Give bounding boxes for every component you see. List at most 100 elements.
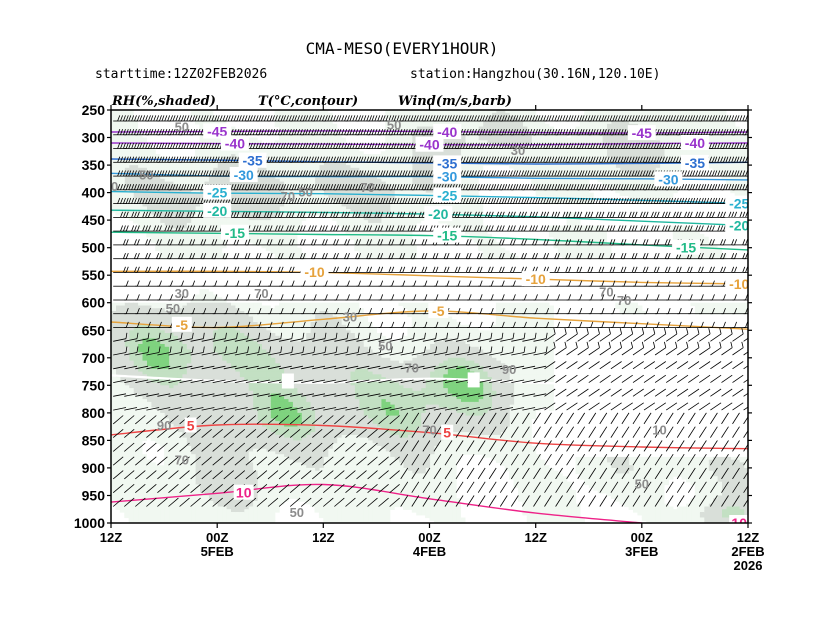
rh-cell xyxy=(593,465,599,469)
rh-cell xyxy=(509,126,515,130)
rh-cell xyxy=(504,156,510,161)
rh-cell xyxy=(721,126,727,130)
rh-cell xyxy=(646,156,652,161)
rh-cell xyxy=(664,456,669,461)
rh-cell xyxy=(548,313,554,318)
rh-cell xyxy=(571,225,577,229)
rh-cell xyxy=(584,244,590,249)
rh-cell xyxy=(681,129,687,133)
rh-cell xyxy=(526,487,532,491)
rh-cell xyxy=(473,192,479,196)
rh-cell xyxy=(650,476,656,480)
rh-cell xyxy=(646,506,652,510)
rh-cell xyxy=(668,198,674,202)
rh-cell xyxy=(712,498,718,502)
rh-cell xyxy=(571,247,577,252)
rh-cell xyxy=(540,313,546,318)
rh-cell xyxy=(593,159,599,163)
rh-cell xyxy=(734,148,740,152)
rh-cell xyxy=(575,200,581,205)
rh-cell xyxy=(509,132,515,136)
rh-cell xyxy=(473,145,479,150)
rh-cell xyxy=(672,473,678,477)
rh-cell xyxy=(522,330,528,334)
rh-cell xyxy=(526,115,532,119)
rh-cell xyxy=(544,327,550,331)
rh-cell xyxy=(637,187,643,191)
rh-cell xyxy=(482,363,488,367)
rh-cell xyxy=(579,520,585,523)
rh-cell xyxy=(526,355,532,359)
rh-cell xyxy=(535,484,541,488)
rh-cell xyxy=(548,470,554,475)
rh-cell xyxy=(491,324,497,329)
rh-cell xyxy=(509,118,515,122)
rh-cell xyxy=(535,492,541,497)
rh-cell xyxy=(725,517,731,521)
rh-cell xyxy=(641,200,647,205)
rh-cell xyxy=(478,244,484,249)
rh-cell xyxy=(535,465,541,469)
rh-cell xyxy=(681,126,687,130)
rh-cell xyxy=(518,443,523,447)
rh-cell xyxy=(562,476,568,480)
rh-cell xyxy=(575,509,581,513)
rh-cell xyxy=(540,366,546,370)
rh-cell xyxy=(509,140,515,144)
rh-cell xyxy=(717,490,722,494)
rh-cell xyxy=(721,490,727,494)
rh-cell xyxy=(694,501,700,505)
rh-cell xyxy=(522,140,528,144)
rh-cell xyxy=(703,492,709,497)
rh-cell xyxy=(699,236,705,241)
rh-cell xyxy=(482,374,488,378)
rh-cell xyxy=(571,189,577,194)
rh-cell xyxy=(615,145,621,150)
rh-cell xyxy=(690,478,696,483)
rh-cell xyxy=(513,368,519,373)
rh-cell xyxy=(495,250,501,254)
rh-cell xyxy=(482,341,488,345)
rh-cell xyxy=(721,517,727,521)
rh-cell xyxy=(548,517,554,521)
rh-cell xyxy=(743,484,748,488)
rh-cell xyxy=(637,192,643,196)
rh-cell xyxy=(619,123,625,128)
rh-cell xyxy=(597,112,603,117)
rh-cell xyxy=(725,132,731,136)
rh-cell xyxy=(655,148,661,152)
rh-cell xyxy=(690,506,696,510)
rh-cell xyxy=(553,178,559,183)
rh-cell xyxy=(535,126,541,130)
rh-cell xyxy=(473,209,479,213)
rh-cell xyxy=(491,134,497,139)
rh-cell xyxy=(650,484,656,488)
rh-cell xyxy=(681,118,687,122)
rh-cell xyxy=(579,189,585,194)
rh-cell xyxy=(571,509,577,513)
rh-cell xyxy=(522,484,528,488)
rh-cell xyxy=(734,478,740,483)
rh-cell xyxy=(646,167,652,172)
rh-cell xyxy=(553,242,559,246)
rh-cell xyxy=(518,344,523,348)
rh-cell xyxy=(615,462,621,466)
rh-cell xyxy=(487,407,492,411)
rh-cell xyxy=(531,154,537,158)
rh-cell xyxy=(579,192,585,196)
rh-cell xyxy=(553,231,559,235)
rh-cell xyxy=(491,445,497,450)
rh-cell xyxy=(535,481,541,486)
rh-cell xyxy=(730,167,736,172)
rh-cell xyxy=(571,195,577,199)
rh-cell xyxy=(606,459,612,464)
rh-cell xyxy=(699,512,705,516)
rh-cell xyxy=(602,110,607,114)
rh-cell xyxy=(730,492,736,497)
rh-cell xyxy=(500,327,506,331)
rh-cell xyxy=(495,123,501,128)
rh-cell xyxy=(606,123,612,128)
rh-cell xyxy=(646,195,652,199)
rh-cell xyxy=(518,330,523,334)
rh-cell xyxy=(672,167,678,172)
